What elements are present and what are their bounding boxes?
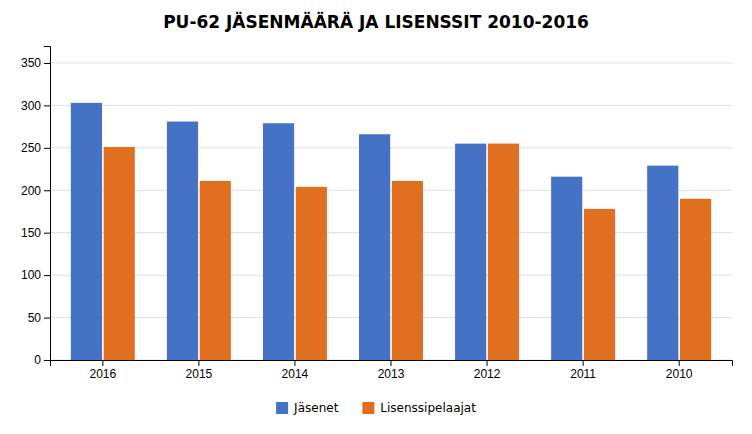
tick-label: 50 xyxy=(28,311,42,325)
bar xyxy=(647,166,678,360)
tick-mark xyxy=(44,360,50,361)
legend-swatch xyxy=(276,402,288,414)
tick-label: 150 xyxy=(21,226,41,240)
bar xyxy=(584,209,615,360)
plot: 0501001502002503003502016201520142013201… xyxy=(21,47,733,381)
tick-label: 2012 xyxy=(474,367,501,381)
tick: 2016 xyxy=(89,360,116,381)
tick: 2013 xyxy=(378,360,405,381)
tick-mark xyxy=(679,360,680,366)
tick-label: 200 xyxy=(21,184,41,198)
tick-mark xyxy=(583,360,584,366)
tick-mark xyxy=(487,360,488,366)
tick-mark xyxy=(44,148,50,149)
tick: 2011 xyxy=(570,360,596,381)
legend-label: Jäsenet xyxy=(293,401,339,415)
legend: Jäsenet Lisenssipelaajat xyxy=(276,401,476,415)
grid-line xyxy=(50,317,732,318)
tick: 250 xyxy=(21,141,50,155)
tick-mark xyxy=(44,233,50,234)
tick-mark xyxy=(44,275,50,276)
tick-mark xyxy=(198,360,199,366)
grid-line xyxy=(50,232,732,233)
tick: 150 xyxy=(21,226,50,240)
tick: 2012 xyxy=(474,360,501,381)
legend-item: Jäsenet xyxy=(276,401,339,415)
y-axis: 0 50 100 150 200 250 300 350 xyxy=(21,47,51,368)
grid xyxy=(50,63,732,360)
grid-line xyxy=(50,275,732,276)
tick-mark xyxy=(294,360,295,366)
tick-mark xyxy=(44,63,50,64)
title: PU-62 JÄSENMÄÄRÄ JA LISENSSIT 2010-2016 xyxy=(163,11,589,32)
tick-mark xyxy=(102,360,103,366)
tick: 100 xyxy=(21,268,50,282)
tick-mark xyxy=(391,360,392,366)
tick-label: 300 xyxy=(21,99,41,113)
tick: 350 xyxy=(21,56,50,70)
bar xyxy=(167,122,198,360)
legend-item: Lisenssipelaajat xyxy=(362,401,476,415)
tick: 50 xyxy=(28,311,50,325)
tick-label: 250 xyxy=(21,141,41,155)
bar xyxy=(488,144,519,360)
bar xyxy=(200,181,231,360)
x-axis: 2016 2015 2014 2013 2012 2011 2010 xyxy=(51,360,733,381)
tick-mark xyxy=(44,105,50,106)
tick-label: 2015 xyxy=(186,367,213,381)
bar xyxy=(263,123,294,360)
tick-label: 2010 xyxy=(666,367,693,381)
tick: 2015 xyxy=(186,360,213,381)
bars xyxy=(71,103,711,360)
bar-series xyxy=(71,103,678,360)
bar xyxy=(296,187,327,360)
tick-mark xyxy=(44,318,50,319)
tick: 2014 xyxy=(282,360,309,381)
legend-swatch xyxy=(362,402,374,414)
tick: 200 xyxy=(21,184,50,198)
chart: PU-62 JÄSENMÄÄRÄ JA LISENSSIT 2010-2016 0… xyxy=(0,0,752,434)
axis-line xyxy=(44,47,51,361)
bar-series xyxy=(104,144,711,360)
tick: 300 xyxy=(21,99,50,113)
bar xyxy=(455,144,486,360)
grid-line xyxy=(50,105,732,106)
tick-label: 2016 xyxy=(89,367,116,381)
bar xyxy=(104,147,135,360)
grid-line xyxy=(50,62,732,63)
bar xyxy=(71,103,102,360)
tick-label: 100 xyxy=(21,268,41,282)
axis-line xyxy=(51,361,733,367)
bar xyxy=(392,181,423,360)
bar xyxy=(680,199,711,360)
bar xyxy=(551,177,582,360)
tick-label: 350 xyxy=(21,56,41,70)
grid-line xyxy=(50,190,732,191)
bar xyxy=(359,134,390,360)
tick-label: 2013 xyxy=(378,367,405,381)
tick-mark xyxy=(44,190,50,191)
grid-line xyxy=(50,147,732,148)
tick: 0 xyxy=(34,353,50,367)
tick: 2010 xyxy=(666,360,693,381)
tick-label: 0 xyxy=(34,353,41,367)
tick-label: 2011 xyxy=(570,367,596,381)
tick-label: 2014 xyxy=(282,367,309,381)
legend-label: Lisenssipelaajat xyxy=(380,401,476,415)
